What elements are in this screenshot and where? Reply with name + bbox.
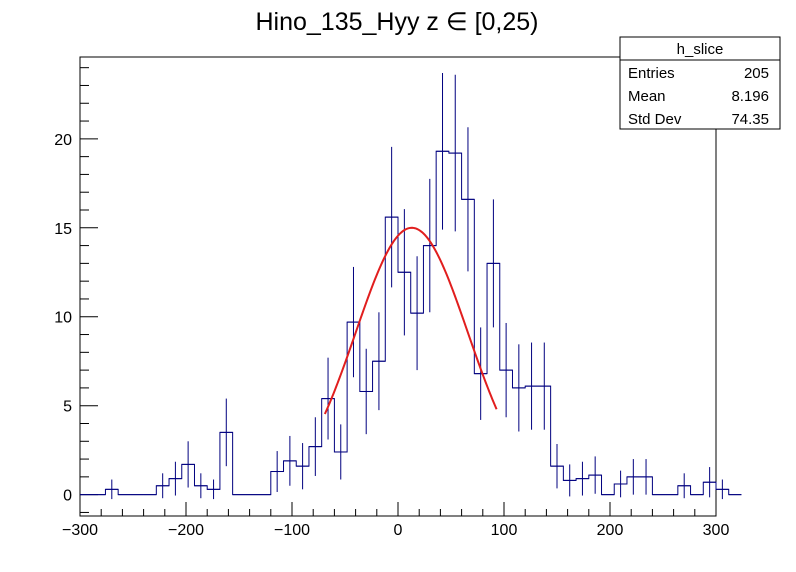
stats-box-title: h_slice [677,41,724,58]
stats-entries-label: Entries [628,65,675,82]
y-tick-label: 10 [54,310,72,327]
histogram-outline [80,150,742,496]
stats-mean-label: Mean [628,88,666,105]
y-tick-label: 0 [63,488,72,505]
y-tick-label: 20 [54,132,72,149]
stats-stddev-value: 74.35 [731,111,769,128]
x-tick-label: 200 [597,522,624,539]
axis-ticks [79,67,717,516]
x-tick-label: −100 [274,522,310,539]
chart-title: Hino_135_Hyy z ∈ [0,25) [255,8,538,36]
y-tick-labels: 0 5 10 15 20 [54,132,72,505]
stats-box-frame [619,36,781,130]
y-tick-label: 15 [54,221,72,238]
error-bars [111,73,723,500]
histogram-bins [80,150,742,496]
x-tick-label: 300 [703,522,730,539]
x-tick-labels: −300 −200 −100 0 100 200 300 [62,522,729,539]
x-tick-label: 100 [491,522,518,539]
stats-mean-value: 8.196 [731,88,769,105]
stats-entries-value: 205 [744,65,769,82]
fit-curve [323,226,498,415]
y-tick-label: 5 [63,399,72,416]
stats-stddev-label: Std Dev [628,111,682,128]
stats-box: h_slice Entries 205 Mean 8.196 Std Dev 7… [619,36,781,130]
x-tick-label: 0 [394,522,403,539]
x-tick-label: −300 [62,522,98,539]
x-tick-label: −200 [168,522,204,539]
